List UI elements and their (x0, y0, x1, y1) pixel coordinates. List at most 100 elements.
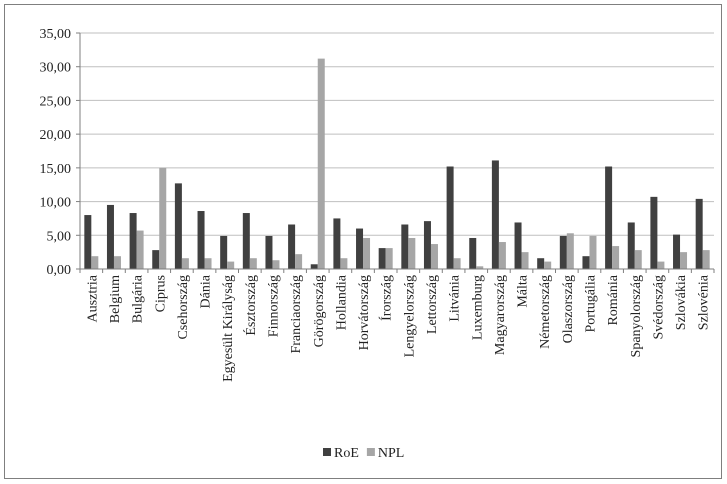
bar-roe (695, 198, 703, 269)
x-category-label: Olaszország (561, 275, 576, 343)
bar-npl (385, 248, 393, 269)
bar-roe (537, 258, 545, 269)
x-category-label: Spanyolország (629, 275, 644, 357)
bar-roe (288, 224, 296, 269)
bar-npl (521, 252, 529, 269)
bar-npl (612, 246, 620, 269)
legend-label-npl: NPL (378, 446, 404, 461)
bar-npl (249, 258, 257, 269)
bar-npl (295, 254, 303, 269)
bar-npl (634, 250, 642, 269)
bar-roe (356, 228, 364, 269)
legend-label-roe: RoE (334, 446, 359, 461)
y-tick-label: 25,00 (40, 94, 72, 109)
bar-chart: 0,00 5,00 10,00 15,00 20,00 25,00 30,00 35,00 A… (40, 27, 715, 461)
y-tick-label: 35,00 (40, 27, 72, 42)
x-category-label: Észtország (242, 275, 259, 336)
bar-roe (265, 235, 273, 269)
bar-roe (220, 235, 228, 269)
bar-npl (113, 256, 121, 269)
bar-roe (310, 264, 318, 269)
x-category-label: Franciaország (289, 275, 304, 354)
bar-npl (702, 250, 710, 269)
bar-roe (650, 196, 658, 269)
x-category-label: Csehország (176, 275, 191, 340)
x-category-label: Litvánia (448, 274, 463, 321)
bar-npl (363, 237, 371, 269)
y-axis-ticks: 0,00 5,00 10,00 15,00 20,00 25,00 30,00 35,00 (40, 27, 72, 278)
x-category-label: Magyarország (493, 275, 508, 355)
bar-roe (152, 250, 160, 269)
bar-roe (514, 222, 522, 269)
legend-swatch-npl (366, 448, 375, 456)
bar-roe (106, 204, 114, 269)
x-category-label: Finnország (266, 275, 281, 337)
bar-roe (197, 211, 205, 269)
bar-npl (453, 258, 461, 269)
x-category-label: Románia (606, 274, 621, 325)
x-category-label: Szlovákia (674, 274, 689, 330)
bar-roe (627, 222, 635, 269)
x-category-label: Ciprus (153, 275, 168, 312)
bars (84, 58, 710, 269)
y-tick-label: 10,00 (40, 196, 72, 211)
x-category-label: Lettország (425, 275, 440, 334)
bar-roe (469, 237, 477, 269)
y-tick-label: 15,00 (40, 162, 72, 177)
bar-roe (378, 248, 386, 269)
x-category-label: Luxemburg (470, 275, 485, 340)
bar-npl (476, 266, 484, 269)
x-category-label: Málta (516, 274, 531, 307)
bar-npl (566, 233, 574, 269)
x-category-label: Horvátország (357, 275, 372, 350)
gridlines (80, 32, 714, 236)
bar-roe (84, 215, 92, 269)
x-category-label: Írország (378, 275, 395, 321)
x-category-label: Dánia (199, 274, 214, 308)
bar-npl (498, 242, 506, 269)
y-tick-label: 0,00 (47, 263, 72, 278)
bar-roe (401, 224, 409, 269)
bar-npl (544, 261, 552, 269)
bar-npl (340, 258, 348, 269)
bar-npl (680, 252, 688, 269)
bar-roe (446, 166, 454, 269)
legend: RoE NPL (323, 446, 404, 461)
x-category-label: Bulgária (131, 274, 146, 323)
x-category-label: Belgium (108, 275, 123, 323)
bar-npl (272, 260, 280, 269)
x-category-label: Lengyelország (402, 275, 417, 357)
y-tick-label: 20,00 (40, 128, 72, 143)
bar-roe (242, 213, 250, 269)
legend-swatch-roe (323, 448, 331, 456)
x-category-label: Görögország (312, 275, 327, 347)
x-category-label: Szlovénia (697, 274, 712, 330)
x-category-label: Ausztria (85, 274, 100, 322)
bar-npl (136, 230, 144, 269)
x-category-label: Egyesült Királyság (221, 275, 236, 382)
bar-npl (430, 244, 438, 269)
axes (76, 32, 715, 273)
y-tick-label: 30,00 (40, 61, 72, 76)
bar-npl (181, 258, 189, 269)
bar-npl (227, 261, 235, 269)
category-labels: Ausztria Belgium Bulgária Ciprus Csehország D… (85, 274, 711, 382)
x-category-label: Hollandia (334, 274, 349, 330)
bar-roe (673, 234, 681, 269)
bar-roe (129, 213, 137, 269)
bar-roe (333, 218, 341, 269)
x-category-label: Portugália (583, 274, 598, 332)
bar-npl (159, 167, 167, 269)
bar-roe (605, 166, 613, 269)
bar-roe (559, 235, 567, 269)
x-category-label: Svédország (651, 275, 666, 340)
bar-roe (491, 160, 499, 269)
y-tick-label: 5,00 (47, 229, 72, 244)
bar-roe (174, 183, 182, 269)
bar-npl (657, 261, 665, 269)
bar-npl (408, 237, 416, 269)
bar-npl (91, 256, 99, 269)
bar-roe (582, 256, 590, 269)
x-category-label: Németország (538, 275, 553, 349)
chart-frame: 0,00 5,00 10,00 15,00 20,00 25,00 30,00 35,00 A… (4, 4, 722, 479)
